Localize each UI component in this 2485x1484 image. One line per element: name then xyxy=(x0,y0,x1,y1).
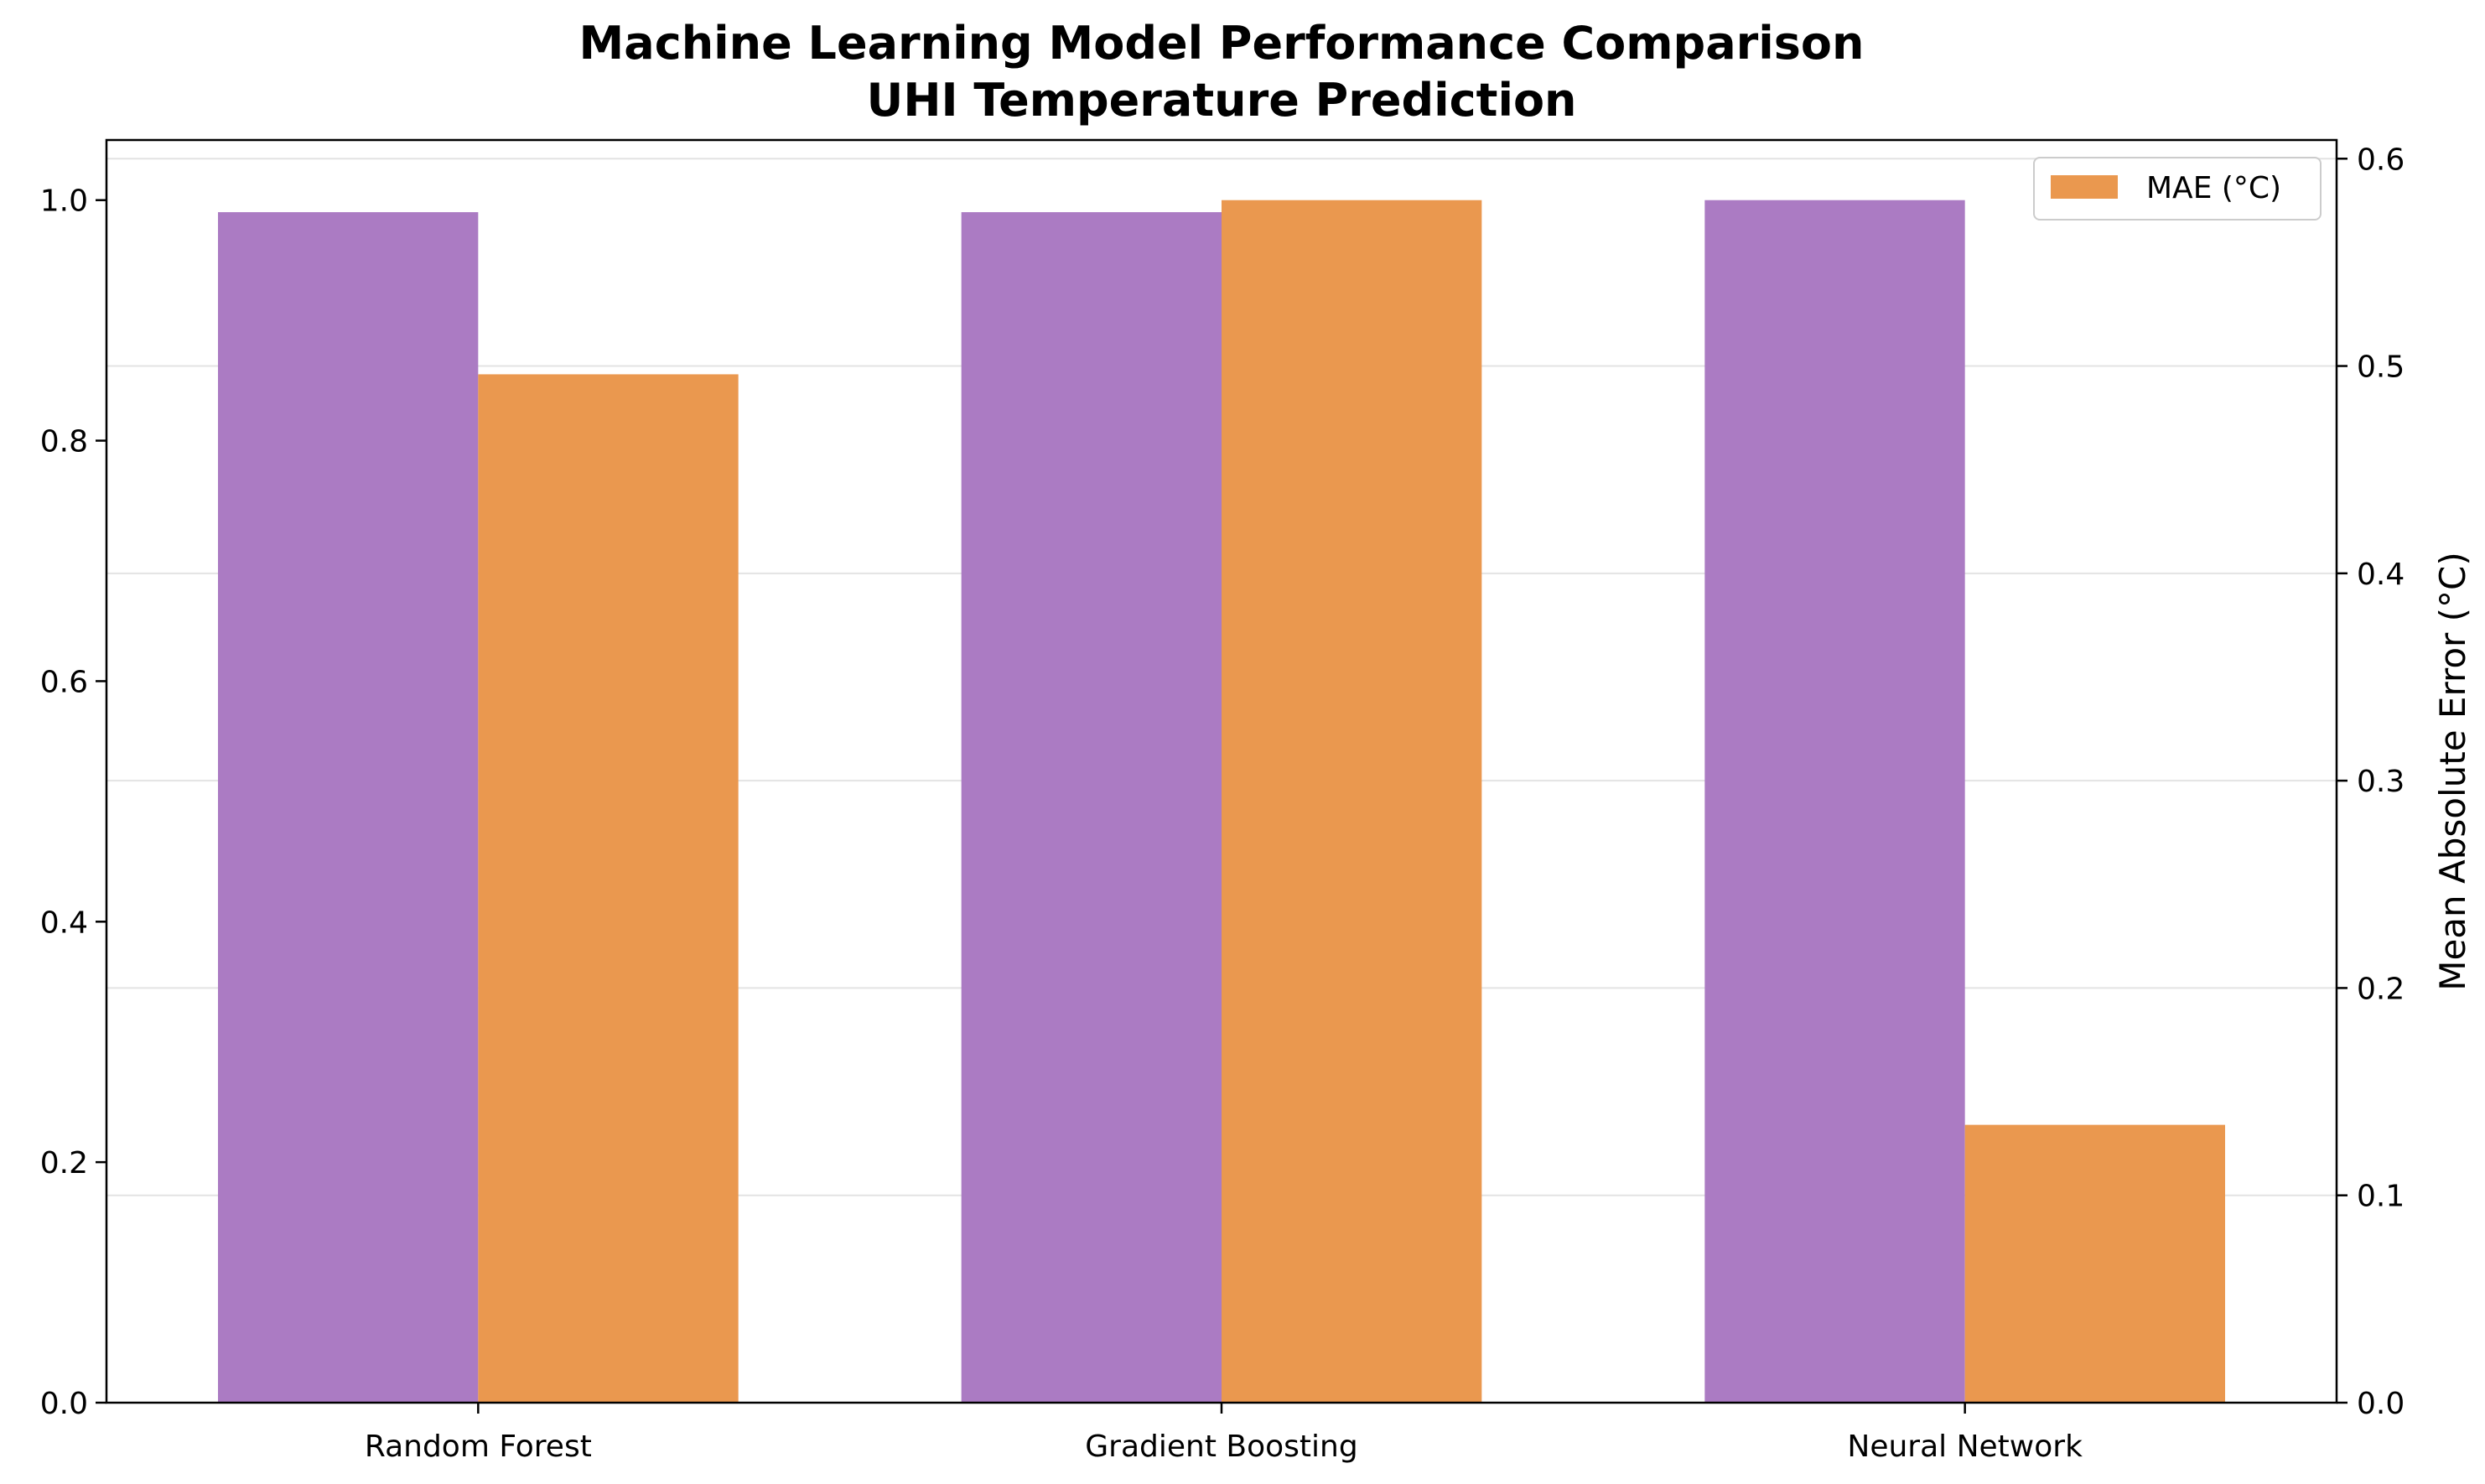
bar-mae-1 xyxy=(1222,200,1482,1404)
left-tick-label: 0.4 xyxy=(40,905,88,940)
bars xyxy=(218,200,2225,1404)
bar-left-axis-0 xyxy=(218,212,479,1404)
bar-left-axis-1 xyxy=(961,212,1222,1404)
left-tick-label: 1.0 xyxy=(40,184,88,219)
bar-mae-2 xyxy=(1964,1124,2225,1403)
bar-mae-0 xyxy=(478,374,739,1403)
legend-box xyxy=(2033,157,2322,221)
x-tick-label: Neural Network xyxy=(1847,1430,2083,1464)
right-tick-label: 0.5 xyxy=(2357,350,2405,385)
right-tick-label: 0.1 xyxy=(2357,1180,2405,1214)
legend: MAE (°C) xyxy=(2033,157,2322,221)
legend-label-mae: MAE (°C) xyxy=(2146,171,2281,205)
right-tick-label: 0.6 xyxy=(2357,143,2405,177)
right-tick-label: 0.3 xyxy=(2357,765,2405,799)
bar-left-axis-2 xyxy=(1704,200,1965,1404)
x-tick-label: Gradient Boosting xyxy=(1085,1430,1357,1464)
right-axis-label: Mean Absolute Error (°C) xyxy=(2432,552,2473,991)
chart-title: Machine Learning Model Performance Compa… xyxy=(579,17,1865,70)
right-tick-label: 0.2 xyxy=(2357,972,2405,1006)
legend-swatch-mae xyxy=(2051,175,2118,199)
left-tick-label: 0.6 xyxy=(40,665,88,699)
ticks: 0.0 0.2 0.4 0.6 0.8 1.0 0.0 0.1 0.2 0.3 0.4 0.5 0.6 R… xyxy=(40,143,2405,1464)
left-tick-label: 0.0 xyxy=(40,1387,88,1421)
chart-subtitle: UHI Temperature Prediction xyxy=(866,74,1576,127)
right-tick-label: 0.4 xyxy=(2357,558,2405,592)
left-tick-label: 0.8 xyxy=(40,425,88,459)
left-tick-label: 0.2 xyxy=(40,1146,88,1180)
x-tick-label: Random Forest xyxy=(365,1430,592,1464)
right-tick-label: 0.0 xyxy=(2357,1387,2405,1421)
